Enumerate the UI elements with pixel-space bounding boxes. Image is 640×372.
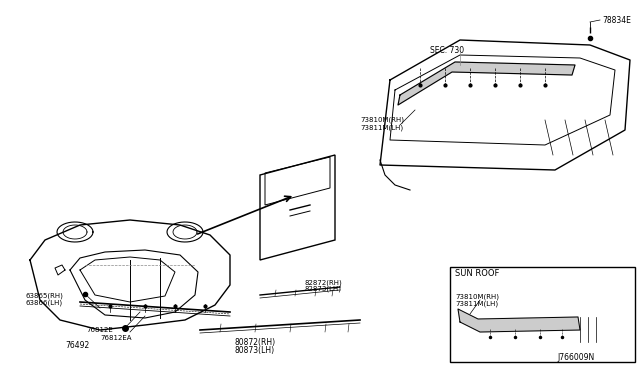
Text: SUN ROOF: SUN ROOF xyxy=(455,269,499,278)
Text: 73811M(LH): 73811M(LH) xyxy=(455,301,498,307)
Polygon shape xyxy=(398,62,575,105)
Text: 82872(RH): 82872(RH) xyxy=(305,280,343,286)
Text: 73811M(LH): 73811M(LH) xyxy=(360,125,403,131)
Polygon shape xyxy=(458,309,580,332)
Text: 63866(LH): 63866(LH) xyxy=(25,300,62,306)
Text: SEC. 730: SEC. 730 xyxy=(430,45,464,55)
Text: J766009N: J766009N xyxy=(557,353,595,362)
Text: 80872(RH): 80872(RH) xyxy=(234,337,276,346)
Text: 76492: 76492 xyxy=(65,340,89,350)
Text: 76812E: 76812E xyxy=(86,327,113,333)
Text: 80873(LH): 80873(LH) xyxy=(235,346,275,355)
Text: 73810M(RH): 73810M(RH) xyxy=(455,294,499,300)
Text: 82873(LH): 82873(LH) xyxy=(305,286,342,292)
Text: 76812EA: 76812EA xyxy=(100,335,131,341)
Text: 73810M(RH): 73810M(RH) xyxy=(360,117,404,123)
Bar xyxy=(450,267,635,362)
Text: 63865(RH): 63865(RH) xyxy=(25,293,63,299)
Text: 78834E: 78834E xyxy=(602,16,631,25)
